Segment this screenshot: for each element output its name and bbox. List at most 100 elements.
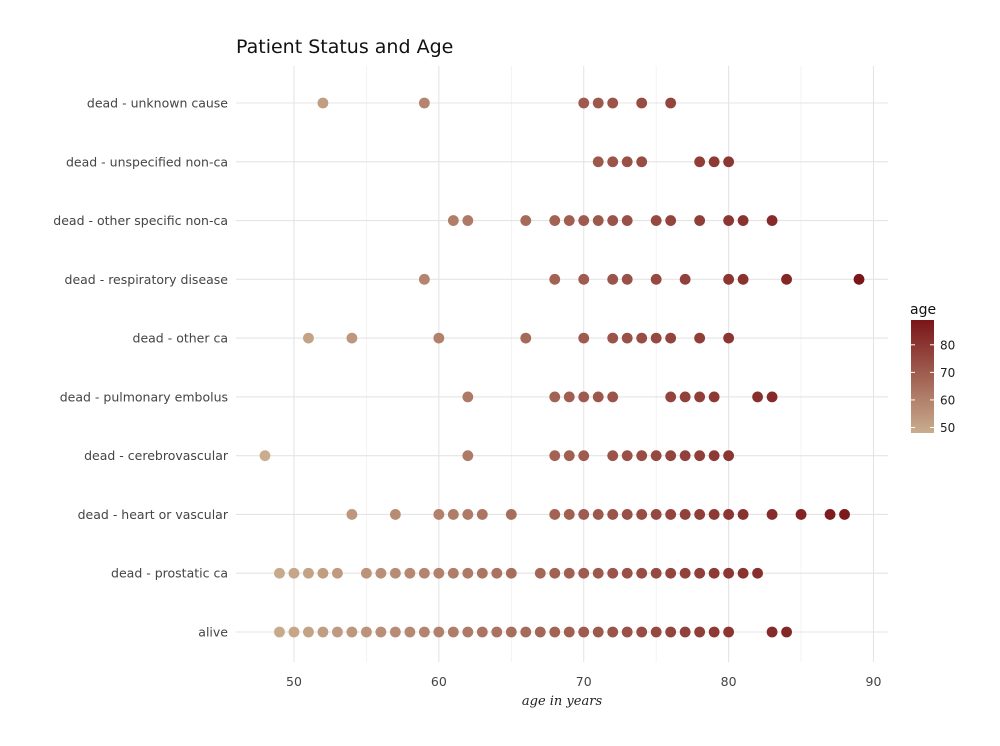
data-point [259,450,271,462]
data-point [621,156,633,168]
data-point [462,391,474,403]
x-tick-label: 90 [866,674,882,689]
data-point [621,273,633,285]
grid [236,66,888,662]
data-point [563,450,575,462]
data-point [694,391,706,403]
data-point [549,215,561,226]
data-point [824,509,836,520]
data-point [404,626,416,638]
data-point [433,567,445,579]
data-point [636,156,648,168]
y-tick-label: alive [198,625,228,640]
data-point [274,626,285,638]
data-point [694,567,706,579]
data-point [607,332,619,344]
data-point [650,332,662,344]
data-point [404,567,416,579]
data-point [708,509,720,520]
data-point [694,450,706,462]
legend-tick-label: 70 [940,366,955,380]
data-point [665,509,677,520]
x-tick-label: 80 [721,674,737,689]
data-point [708,450,720,462]
data-point [694,626,706,638]
data-point [737,273,749,285]
data-point [578,332,590,344]
data-point [752,391,763,403]
data-point [665,332,677,344]
y-tick-label: dead - unknown cause [87,96,228,111]
data-point [679,567,691,579]
data-point [433,332,445,344]
y-tick-label: dead - prostatic ca [111,566,228,581]
data-point [607,97,619,109]
data-point [346,509,358,520]
data-point [303,332,314,344]
data-point [549,273,561,285]
data-point [650,509,662,520]
data-point [476,509,488,520]
data-point [389,509,401,520]
data-point [462,509,474,520]
data-point [665,567,677,579]
data-point [505,626,517,638]
data-point [563,567,575,579]
data-point [332,567,343,579]
data-point [752,567,763,579]
data-point [766,215,778,226]
data-point [418,97,430,109]
data-point [607,626,619,638]
data-point [621,626,633,638]
data-point [578,391,590,403]
data-point [607,215,619,226]
data-point [679,626,691,638]
x-tick-label: 50 [286,674,302,689]
data-point [462,215,474,226]
data-point [578,273,590,285]
data-point [766,391,778,403]
data-point [549,567,561,579]
data-point [520,215,532,226]
data-point [723,509,735,520]
data-point [636,450,648,462]
data-point [621,567,633,579]
data-point [418,273,430,285]
data-point [462,626,474,638]
data-point [375,567,387,579]
data-point [332,626,343,638]
data-point [737,567,749,579]
data-point [578,215,590,226]
data-point [447,626,459,638]
data-point [303,626,314,638]
data-point [491,567,503,579]
data-point [361,626,372,638]
data-point [650,626,662,638]
data-point [317,567,329,579]
y-tick-label: dead - respiratory disease [65,272,229,287]
data-point [795,509,807,520]
data-point [433,626,445,638]
data-point [708,626,720,638]
data-point [534,567,546,579]
data-point [636,97,648,109]
data-point [433,509,445,520]
data-point [694,156,706,168]
data-point [592,567,604,579]
data-point [737,215,749,226]
data-point [723,156,735,168]
data-point [563,215,575,226]
data-point [607,156,619,168]
data-point [346,626,358,638]
data-point [679,273,691,285]
data-point [274,567,285,579]
y-tick-label: dead - other specific non-ca [53,213,228,228]
data-point [723,215,735,226]
y-tick-label: dead - pulmonary embolus [60,389,228,404]
data-point [665,97,677,109]
data-point [288,626,300,638]
data-point [346,332,358,344]
data-point [549,391,561,403]
data-point [361,567,372,579]
data-point [549,509,561,520]
